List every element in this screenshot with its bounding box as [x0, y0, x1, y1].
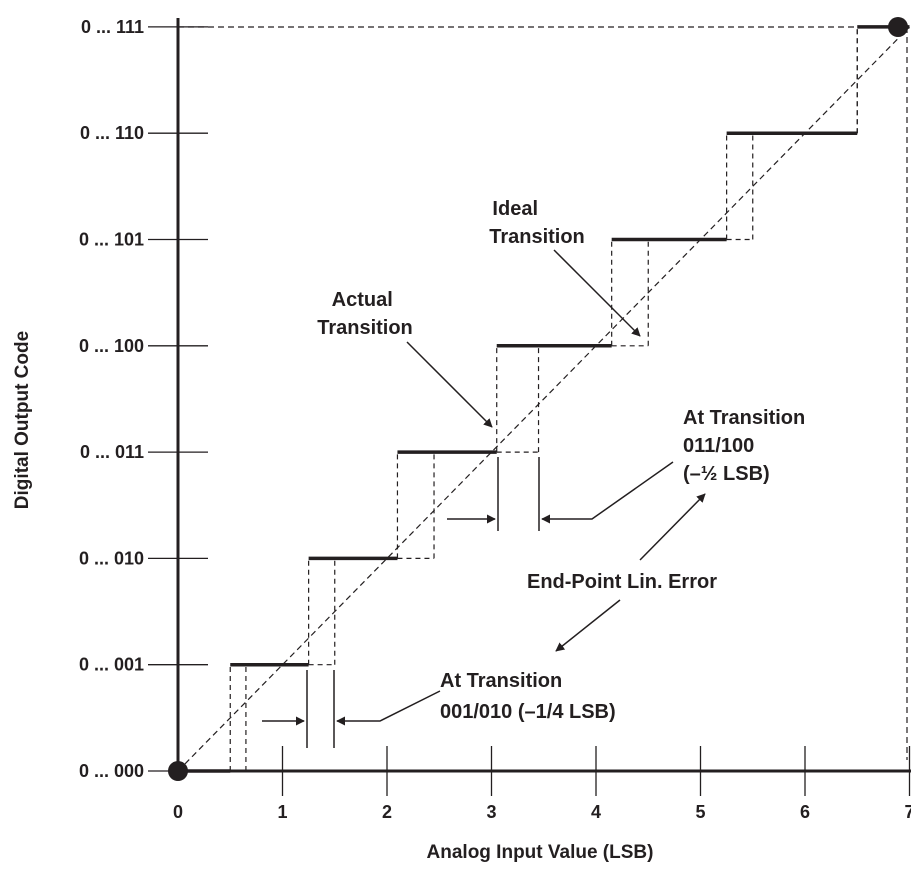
y-tick-label-4: 0 ... 100 [79, 336, 144, 356]
y-axis-ticks: 0 ... 000 0 ... 001 0 ... 010 0 ... 011 0 ..… [79, 17, 208, 781]
at-transition-001-label: At Transition 001/010 (–1/4 LSB) [440, 670, 616, 723]
end-point-line [177, 26, 910, 772]
ideal-transition-line-1: Ideal [492, 198, 538, 220]
error-markers [262, 457, 540, 748]
actual-transition-line-1: Actual [332, 289, 393, 311]
x-tick-label-4: 4 [591, 802, 601, 822]
end-point-line-group [177, 26, 910, 772]
at-transition-011-line-2: 011/100 [683, 435, 754, 457]
origin-endpoint [168, 761, 188, 781]
y-tick-label-0: 0 ... 000 [79, 761, 144, 781]
annotation-arrows [336, 249, 706, 726]
at-transition-001-line-2: 001/010 (–1/4 LSB) [440, 701, 616, 723]
y-axis-title: Digital Output Code [12, 331, 33, 509]
x-tick-label-7: 7 [904, 802, 911, 822]
end-point-lin-error-label: End-Point Lin. Error [527, 571, 717, 593]
actual-transition-arrow [406, 341, 493, 428]
axes [176, 18, 911, 773]
end-point-error-arrow-up [639, 493, 706, 561]
x-tick-label-1: 1 [277, 802, 287, 822]
x-axis-ticks: 0 1 2 3 4 5 6 7 [173, 746, 911, 822]
ideal-transition-arrow [553, 249, 641, 337]
ideal-transitions [229, 26, 858, 772]
x-tick-label-6: 6 [800, 802, 810, 822]
end-point-error-arrow-down [555, 599, 621, 652]
y-tick-label-2: 0 ... 010 [79, 548, 144, 568]
at-transition-011-line-3: (–½ LSB) [683, 463, 770, 485]
at-transition-011-line-1: At Transition [683, 407, 805, 429]
y-tick-label-5: 0 ... 101 [79, 230, 144, 250]
top-endpoint [888, 17, 908, 37]
ideal-transition-label: Ideal Transition [489, 198, 585, 248]
y-tick-label-7: 0 ... 111 [81, 17, 144, 37]
x-tick-label-0: 0 [173, 802, 183, 822]
at-transition-011-label: At Transition 011/100 (–½ LSB) [683, 407, 811, 485]
y-tick-label-1: 0 ... 001 [79, 655, 144, 675]
actual-transition-label: Actual Transition [317, 289, 413, 339]
y-tick-label-6: 0 ... 110 [80, 123, 144, 143]
x-tick-label-2: 2 [382, 802, 392, 822]
at-transition-011-arrow [541, 461, 674, 524]
y-tick-label-3: 0 ... 011 [80, 442, 144, 462]
x-tick-label-3: 3 [486, 802, 496, 822]
at-transition-001-line-1: At Transition [440, 670, 562, 692]
ideal-transition-line-2: Transition [489, 226, 585, 248]
at-transition-001-arrow [336, 690, 441, 726]
x-tick-label-5: 5 [695, 802, 705, 822]
x-axis-title: Analog Input Value (LSB) [427, 842, 654, 863]
actual-transition-line-2: Transition [317, 317, 413, 339]
